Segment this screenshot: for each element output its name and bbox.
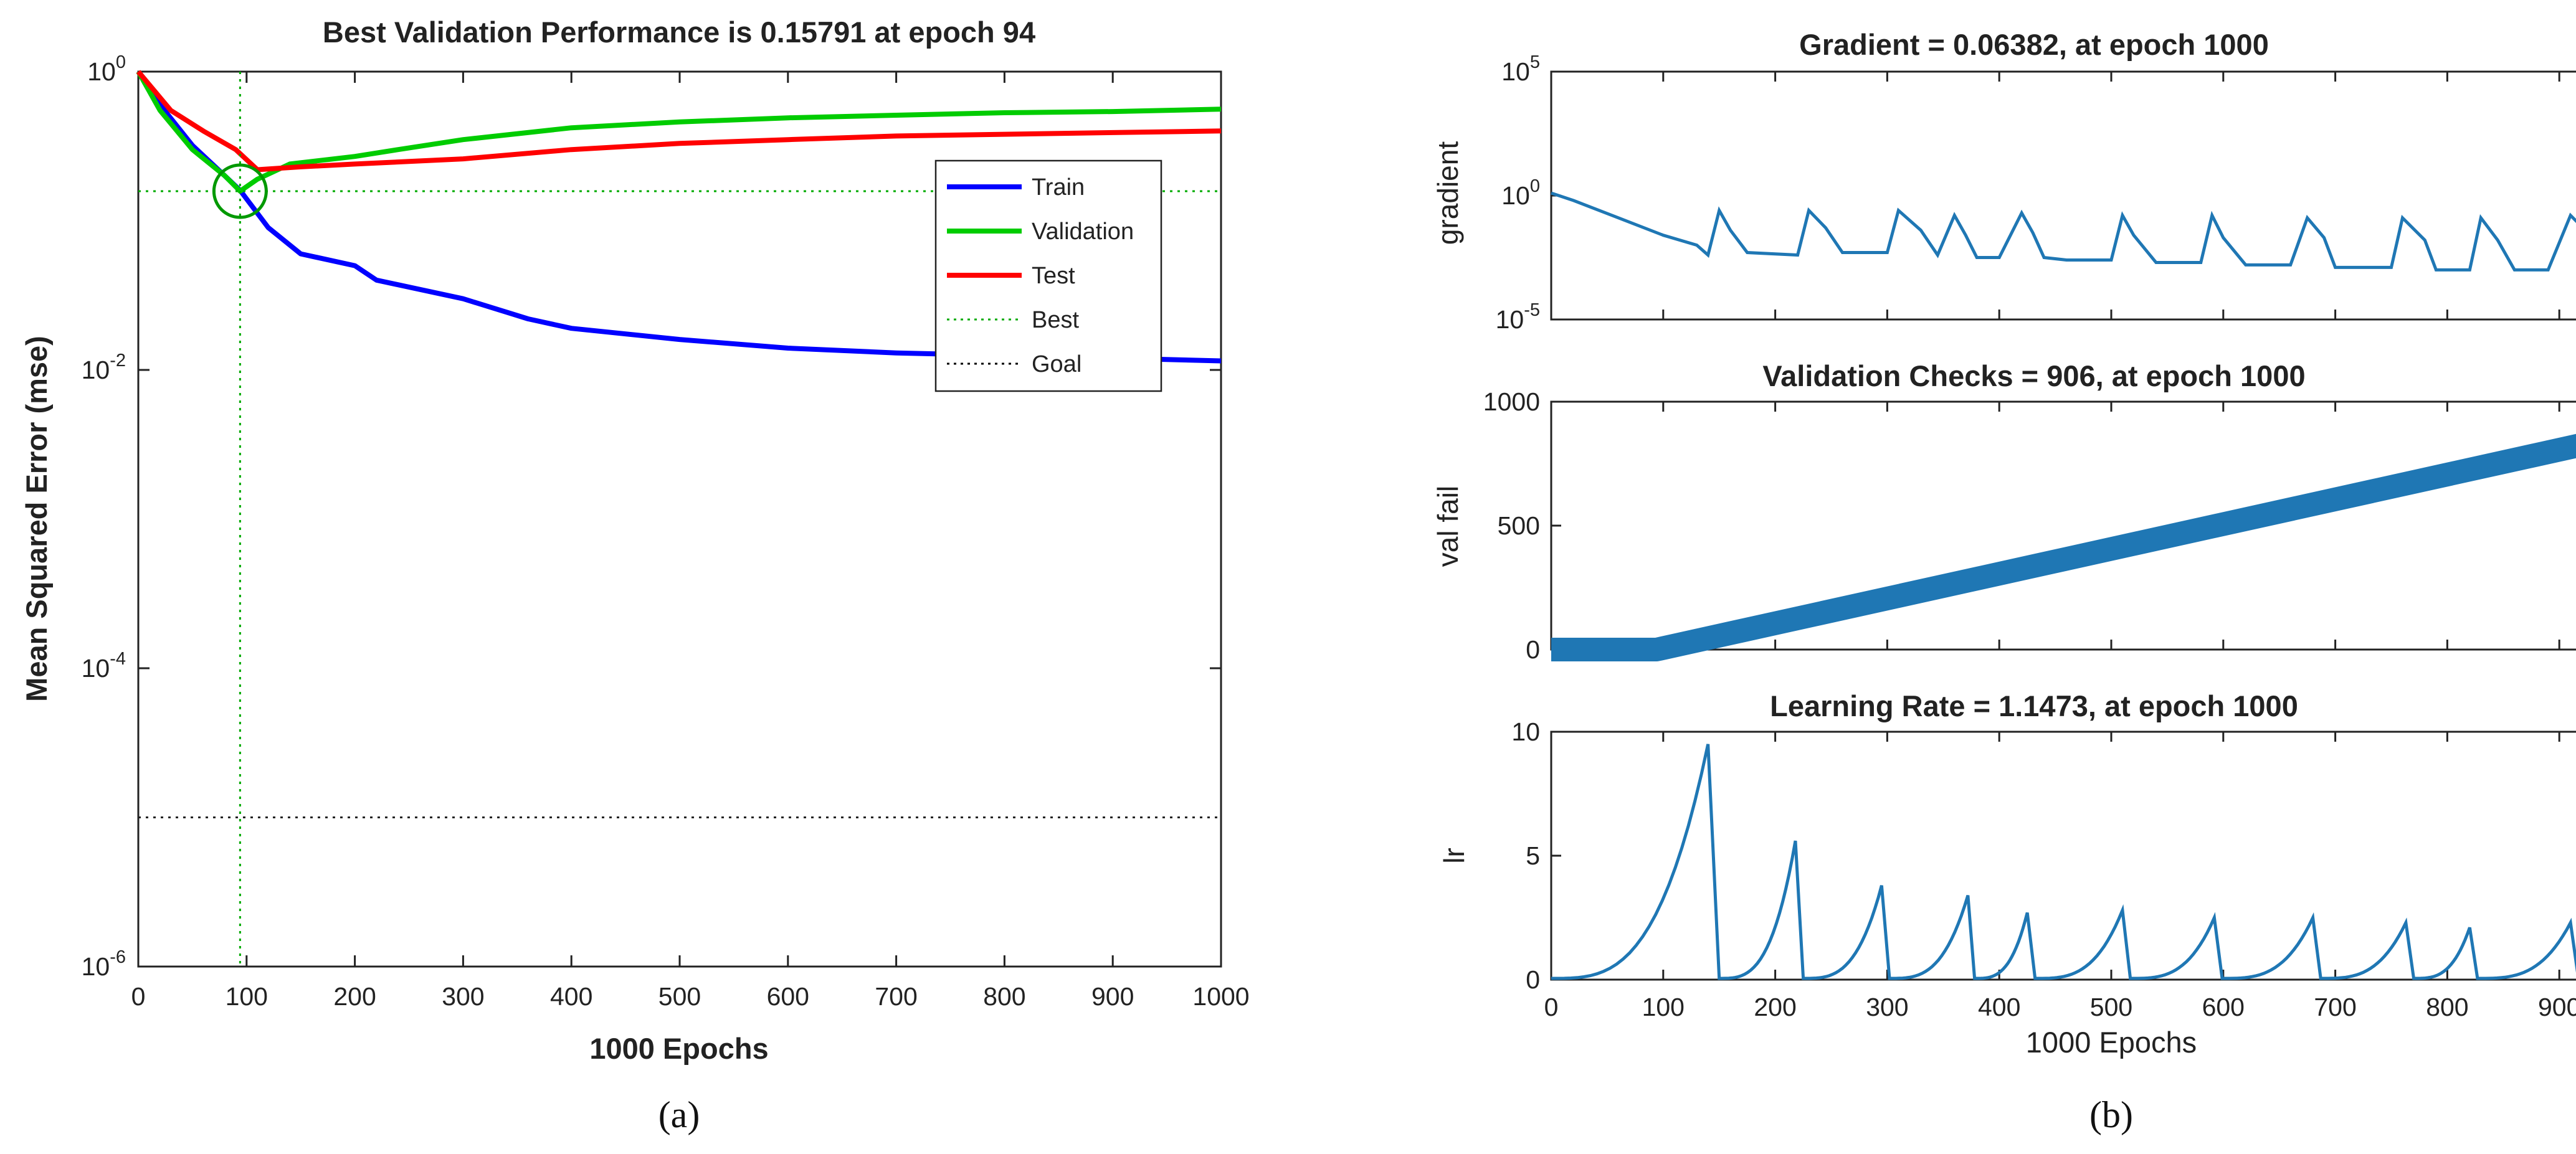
gradient-ytick-label: 105 [1501, 52, 1540, 86]
lr-title: Learning Rate = 1.1473, at epoch 1000 [1770, 689, 2298, 722]
lr-axes-box [1550, 731, 2576, 981]
perf-xlabel: 1000 Epochs [589, 1032, 768, 1065]
perf-ylabel: Mean Squared Error (mse) [20, 336, 53, 702]
xtick-label: 400 [1978, 993, 2020, 1021]
perf-xtick-label: 300 [442, 982, 484, 1011]
perf-legend: Train Validation Test Best Goal [934, 159, 1162, 392]
panel-label-a: (a) [658, 1094, 700, 1135]
perf-xtick-label: 100 [226, 982, 268, 1011]
perf-ytick-label: 100 [87, 52, 126, 86]
perf-xtick-label: 0 [131, 982, 146, 1011]
xtick-label: 200 [1754, 993, 1796, 1021]
perf-xtick-label: 1000 [1192, 982, 1249, 1011]
perf-title: Best Validation Performance is 0.15791 a… [323, 16, 1035, 49]
lr-ytick-label: 5 [1526, 841, 1540, 870]
lr-ticks: 010020030040050060070080090010000510 [1511, 717, 2576, 1021]
perf-xtick-label: 700 [875, 982, 917, 1011]
gradient-ytick-label: 10-5 [1496, 300, 1540, 334]
lr-ytick-label: 10 [1511, 717, 1540, 746]
gradient-ytick-label: 100 [1501, 176, 1540, 210]
xtick-label: 900 [2538, 993, 2576, 1021]
gradient-axes-box [1550, 70, 2576, 321]
panel-label-b: (b) [2089, 1094, 2133, 1135]
training-state-charts: Gradient = 0.06382, at epoch 1000 105100… [1432, 28, 2576, 1135]
legend-label-test: Test [1032, 263, 1075, 289]
perf-xtick-label: 500 [658, 982, 701, 1011]
gradient-ylabel: gradient [1432, 141, 1464, 245]
xtick-label: 600 [2202, 993, 2245, 1021]
perf-ytick-label: 10-2 [82, 351, 126, 384]
legend-label-goal: Goal [1032, 351, 1081, 377]
perf-ticks: 0 100 200 300 400 500 600 700 800 900 1000 100 10-2 1… [82, 52, 1250, 1011]
legend-label-best: Best [1032, 307, 1079, 333]
perf-xtick-label: 200 [333, 982, 376, 1011]
perf-ytick-label: 10-4 [82, 649, 126, 683]
valfail-ytick-label: 1000 [1483, 387, 1540, 416]
xtick-label: 700 [2314, 993, 2356, 1021]
xtick-label: 0 [1544, 993, 1559, 1021]
lr-series-line [1551, 744, 2576, 980]
valfail-series [1551, 433, 2576, 661]
valfail-series-band [1551, 433, 2576, 661]
series-line-test [136, 70, 1222, 173]
xtick-label: 300 [1866, 993, 1908, 1021]
lr-ylabel: lr [1438, 848, 1470, 864]
valfail-axes-box [1550, 400, 2576, 651]
lr-xlabel: 1000 Epochs [2026, 1026, 2197, 1059]
perf-xtick-label: 900 [1091, 982, 1134, 1011]
perf-xtick-label: 600 [767, 982, 809, 1011]
gradient-series-line [1551, 191, 2576, 272]
perf-xtick-label: 800 [983, 982, 1025, 1011]
gradient-ticks: 105 100 10-5 [1496, 52, 2560, 334]
valfail-ylabel: val fail [1432, 486, 1464, 567]
xtick-label: 800 [2426, 993, 2468, 1021]
valfail-ytick-label: 0 [1526, 635, 1540, 664]
lr-ytick-label: 0 [1526, 965, 1540, 994]
legend-label-train: Train [1032, 174, 1085, 201]
valfail-ytick-label: 500 [1498, 511, 1540, 540]
xtick-label: 100 [1642, 993, 1685, 1021]
perf-series [136, 70, 1222, 364]
perf-ytick-label: 10-6 [82, 947, 126, 981]
perf-markers [138, 72, 1221, 967]
performance-chart: Best Validation Performance is 0.15791 a… [20, 16, 1250, 1135]
valfail-title: Validation Checks = 906, at epoch 1000 [1762, 359, 2305, 392]
best-point-circle [212, 163, 268, 219]
xtick-label: 500 [2090, 993, 2132, 1021]
gradient-title: Gradient = 0.06382, at epoch 1000 [1799, 28, 2269, 61]
legend-label-validation: Validation [1032, 219, 1134, 245]
perf-xtick-label: 400 [550, 982, 592, 1011]
series-line-validation [136, 70, 1222, 194]
